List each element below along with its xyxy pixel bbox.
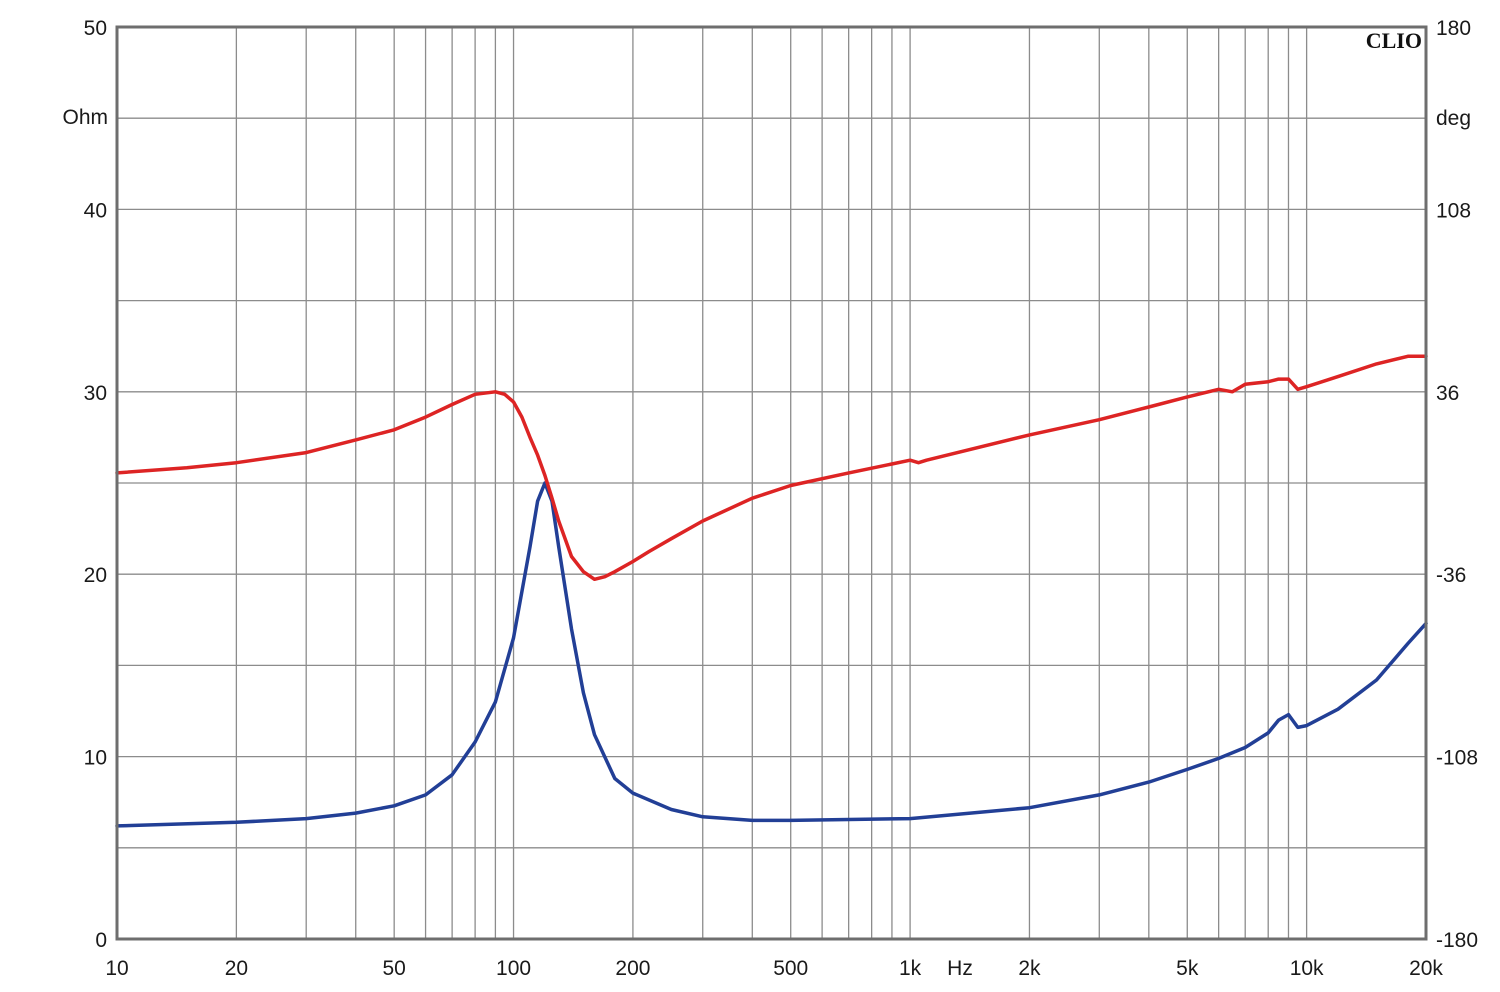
phase-curve — [115, 354, 1428, 582]
curves — [115, 354, 1428, 828]
y-left-tick-label: 0 — [95, 929, 107, 952]
y-left-tick-label: 50 — [84, 17, 107, 40]
y-right-tick-labels: -180 -108 -36 36 108 180 — [1436, 17, 1478, 952]
y-right-tick-label: 108 — [1436, 199, 1471, 222]
x-tick-label: 5k — [1176, 957, 1199, 980]
plot-frame — [115, 25, 1428, 941]
x-tick-label: 20 — [225, 957, 248, 980]
x-tick-label: 500 — [773, 957, 808, 980]
x-tick-labels: 10 20 50 100 200 500 1k 2k 5k 10k 20k — [105, 957, 1443, 980]
y-right-tick-label: 180 — [1436, 17, 1471, 40]
impedance-curve — [115, 481, 1428, 828]
y-left-tick-labels: 0 10 20 30 40 50 — [84, 17, 107, 952]
x-tick-label: 200 — [615, 957, 650, 980]
x-axis-label: Hz — [947, 957, 973, 980]
grid — [116, 27, 1427, 939]
x-tick-label: 20k — [1409, 957, 1443, 980]
y-left-unit-label: Ohm — [62, 106, 108, 129]
y-right-tick-label: -36 — [1436, 564, 1466, 587]
y-right-tick-label: -180 — [1436, 929, 1478, 952]
brand-logo: CLIO — [1366, 28, 1422, 53]
y-right-tick-label: -108 — [1436, 747, 1478, 770]
x-tick-label: 100 — [496, 957, 531, 980]
x-tick-label: 1k — [899, 957, 922, 980]
y-left-tick-label: 10 — [84, 747, 107, 770]
x-tick-label: 2k — [1018, 957, 1041, 980]
y-left-tick-label: 20 — [84, 564, 107, 587]
x-tick-label: 50 — [382, 957, 405, 980]
y-right-unit-label: deg — [1436, 107, 1471, 130]
x-tick-label: 10k — [1290, 957, 1324, 980]
y-left-tick-label: 40 — [84, 199, 107, 222]
x-tick-label: 10 — [105, 957, 128, 980]
y-right-tick-label: 36 — [1436, 382, 1459, 405]
y-left-tick-label: 30 — [84, 382, 107, 405]
